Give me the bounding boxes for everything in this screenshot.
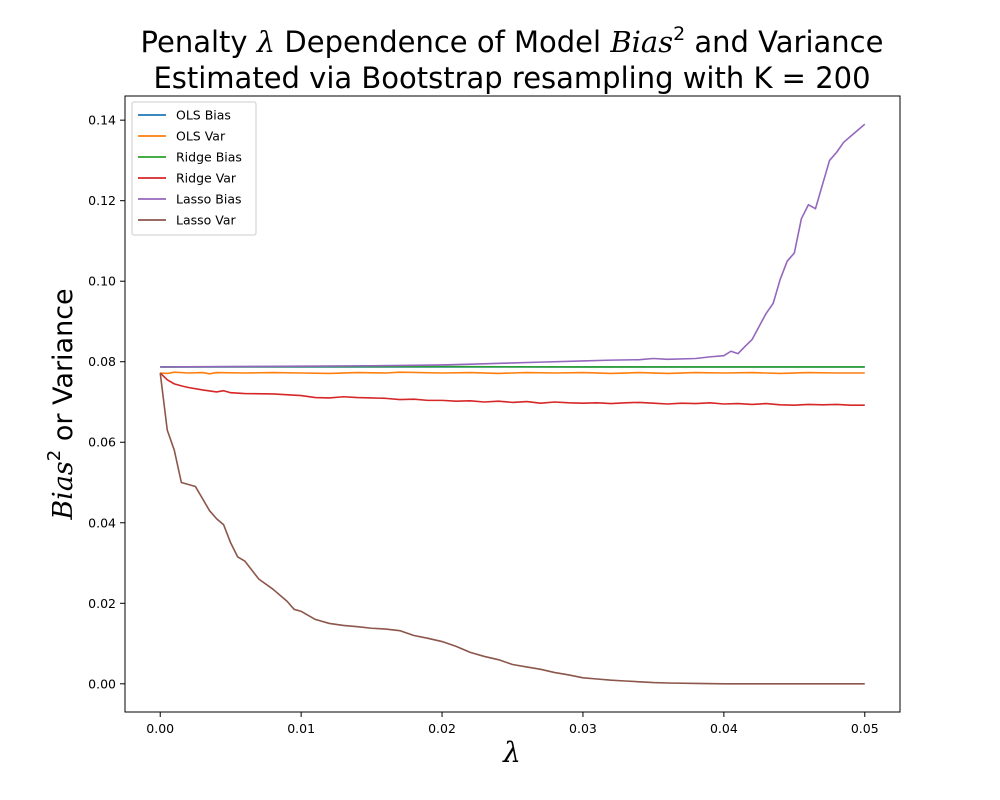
x-axis: 0.00 0.01 0.02 0.03 0.04 0.05 (146, 712, 879, 736)
series-line-lasso-bias (160, 123, 866, 368)
y-axis-label: Bias2 or Variance (44, 288, 79, 520)
x-tick-label: 0.00 (146, 721, 174, 736)
y-tick-label: 0.02 (88, 596, 116, 611)
y-tick-label: 0.08 (88, 354, 116, 369)
x-tick-label: 0.04 (710, 721, 738, 736)
series-line-ols-var (160, 371, 865, 375)
x-tick-label: 0.01 (287, 721, 315, 736)
y-tick-label: 0.12 (88, 193, 116, 208)
x-axis-label: λ (502, 736, 521, 769)
y-tick-label: 0.04 (88, 515, 116, 530)
chart-title-line1: Penalty λ Dependence of Model Bias2 and … (141, 23, 884, 59)
legend: OLS Bias OLS Var Ridge Bias Ridge Var Lasso … (131, 101, 257, 236)
y-tick-label: 0.00 (88, 676, 116, 691)
legend-label: Ridge Var (176, 171, 237, 186)
y-axis: 0.00 0.02 0.04 0.06 0.08 0.10 0.12 0.14 (88, 113, 125, 691)
y-tick-label: 0.14 (88, 113, 116, 128)
legend-label: Lasso Var (176, 213, 237, 228)
chart-title-line2: Estimated via Bootstrap resampling with … (153, 61, 870, 95)
x-tick-label: 0.02 (428, 721, 456, 736)
series-line-lasso-var (159, 372, 865, 685)
legend-label: OLS Bias (176, 108, 231, 123)
series-lines (159, 123, 866, 685)
x-tick-label: 0.03 (569, 721, 597, 736)
series-line-ridge-var (159, 372, 865, 407)
legend-label: Lasso Bias (176, 192, 242, 207)
y-tick-label: 0.10 (88, 274, 116, 289)
legend-label: OLS Var (176, 129, 226, 144)
x-tick-label: 0.05 (851, 721, 879, 736)
y-tick-label: 0.06 (88, 435, 116, 450)
legend-label: Ridge Bias (176, 150, 242, 165)
